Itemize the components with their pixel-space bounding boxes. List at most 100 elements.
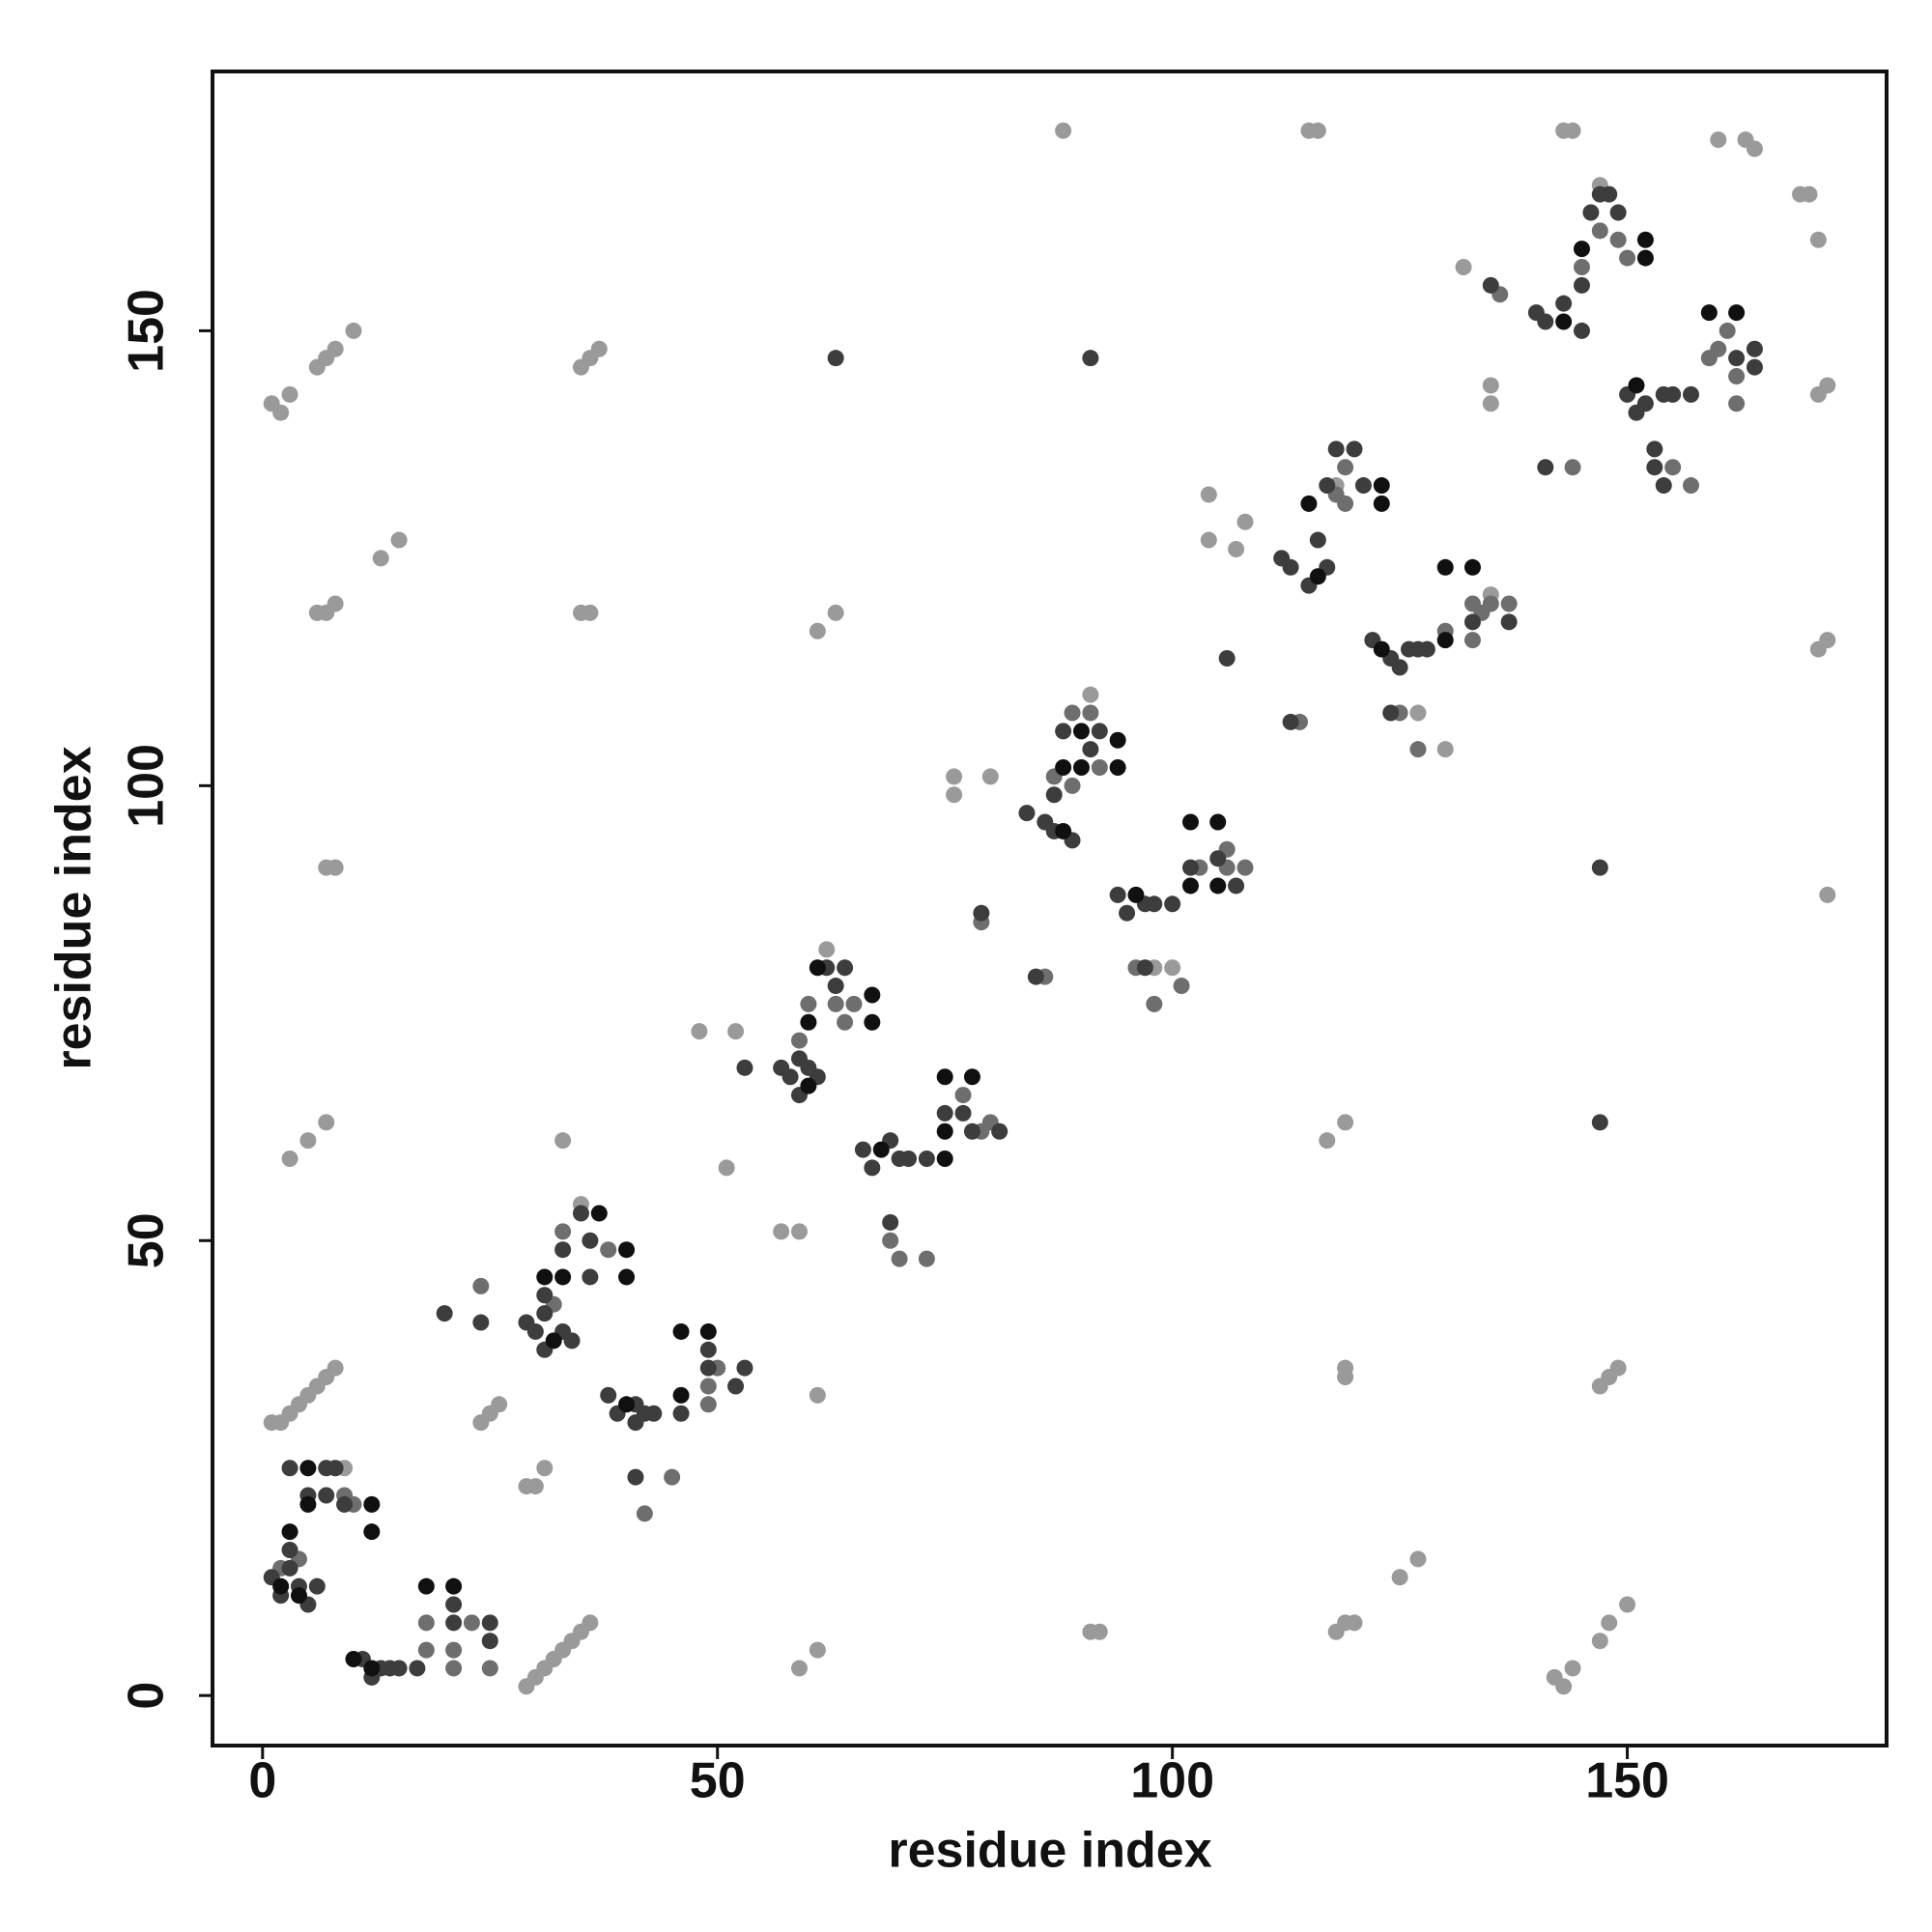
- point: [636, 1505, 653, 1522]
- point: [327, 1460, 344, 1477]
- point: [1055, 723, 1072, 740]
- point: [963, 1068, 980, 1086]
- point: [991, 1122, 1009, 1140]
- point: [790, 1032, 808, 1049]
- point: [299, 1495, 317, 1513]
- point: [272, 1577, 290, 1595]
- point: [946, 786, 963, 804]
- point: [1646, 440, 1663, 458]
- point: [1409, 741, 1427, 758]
- point: [1710, 131, 1727, 149]
- point: [809, 622, 826, 639]
- point: [281, 385, 298, 403]
- point: [472, 1277, 490, 1294]
- point: [1573, 258, 1590, 275]
- point: [1746, 358, 1763, 376]
- x-axis-title: residue index: [888, 1823, 1211, 1879]
- point: [1228, 540, 1245, 557]
- point: [618, 1241, 636, 1259]
- point: [1500, 595, 1518, 612]
- point: [891, 1250, 908, 1267]
- point: [818, 941, 836, 958]
- point: [1373, 640, 1390, 658]
- point: [372, 550, 389, 567]
- point: [554, 1132, 572, 1150]
- point: [290, 1587, 307, 1605]
- point: [1091, 723, 1108, 740]
- point: [281, 1559, 298, 1577]
- point: [1181, 813, 1199, 831]
- point: [327, 859, 344, 876]
- point: [1746, 340, 1763, 357]
- point: [699, 1396, 717, 1413]
- point: [954, 1104, 972, 1122]
- point: [1809, 231, 1827, 248]
- point: [864, 986, 881, 1004]
- point: [672, 1386, 690, 1404]
- point: [1819, 632, 1836, 649]
- point: [645, 1405, 663, 1422]
- point: [1309, 568, 1326, 585]
- point: [600, 1241, 617, 1259]
- point: [1082, 350, 1099, 367]
- point: [1664, 459, 1682, 476]
- point: [554, 1223, 572, 1240]
- point: [1209, 813, 1227, 831]
- point: [790, 1223, 808, 1240]
- point: [699, 1378, 717, 1395]
- point: [390, 1660, 408, 1677]
- point: [1463, 613, 1481, 631]
- point: [1082, 704, 1099, 722]
- point: [1309, 531, 1326, 549]
- point: [627, 1468, 644, 1486]
- point: [1646, 459, 1663, 476]
- point: [1319, 1132, 1336, 1150]
- y-axis-title: residue index: [46, 746, 102, 1069]
- point: [1591, 1114, 1608, 1131]
- point: [1082, 686, 1099, 703]
- point: [800, 1077, 817, 1094]
- point: [336, 1495, 354, 1513]
- point: [1109, 759, 1126, 777]
- point: [363, 1495, 381, 1513]
- point: [1636, 395, 1654, 412]
- point: [1282, 713, 1299, 730]
- point: [781, 1068, 799, 1086]
- point: [1146, 995, 1163, 1012]
- point: [582, 1614, 599, 1632]
- point: [1710, 340, 1727, 357]
- point: [973, 904, 990, 922]
- point: [536, 1305, 554, 1322]
- point: [827, 978, 844, 995]
- point: [1591, 859, 1608, 876]
- point: [1746, 140, 1763, 157]
- point: [936, 1068, 953, 1086]
- point: [1819, 377, 1836, 394]
- point: [1683, 385, 1700, 403]
- point: [1728, 395, 1746, 412]
- point: [1436, 632, 1454, 649]
- point: [1282, 558, 1299, 576]
- point: [526, 1478, 544, 1495]
- point: [845, 995, 863, 1012]
- point: [699, 1341, 717, 1358]
- point: [1200, 531, 1217, 549]
- point: [1409, 1550, 1427, 1568]
- point: [1082, 741, 1099, 758]
- point: [582, 1268, 599, 1286]
- point: [773, 1223, 790, 1240]
- point: [1337, 1359, 1354, 1377]
- point: [618, 1268, 636, 1286]
- point: [572, 1205, 589, 1222]
- point: [1200, 486, 1217, 503]
- point: [1601, 1614, 1618, 1632]
- point: [281, 1151, 298, 1168]
- point: [1346, 440, 1363, 458]
- point: [1609, 231, 1627, 248]
- point: [1537, 459, 1554, 476]
- point: [1337, 495, 1354, 512]
- point: [1700, 304, 1718, 322]
- point: [1591, 222, 1608, 240]
- point: [727, 1023, 745, 1040]
- point: [1801, 185, 1818, 203]
